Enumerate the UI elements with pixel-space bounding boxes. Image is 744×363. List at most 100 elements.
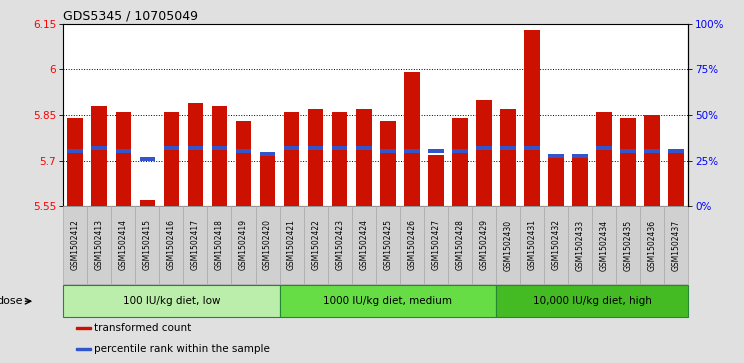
Text: GSM1502425: GSM1502425	[383, 220, 392, 270]
Bar	[572, 155, 588, 206]
Text: 10,000 IU/kg diet, high: 10,000 IU/kg diet, high	[533, 296, 652, 306]
Bar	[283, 146, 299, 150]
Bar	[640, 206, 664, 284]
Text: GSM1502437: GSM1502437	[672, 219, 681, 270]
Bar	[63, 206, 87, 284]
Bar	[63, 285, 280, 317]
Bar	[212, 106, 228, 206]
Bar	[525, 146, 540, 150]
Bar	[428, 150, 443, 153]
Text: GSM1502429: GSM1502429	[479, 220, 488, 270]
Bar	[404, 72, 420, 206]
Bar	[92, 106, 107, 206]
Bar	[596, 146, 612, 150]
Bar	[664, 206, 688, 284]
Text: GSM1502433: GSM1502433	[576, 219, 585, 270]
Bar	[308, 109, 324, 206]
Bar	[548, 154, 564, 158]
Bar	[236, 121, 251, 206]
Bar	[500, 109, 516, 206]
Text: GSM1502414: GSM1502414	[119, 220, 128, 270]
Bar	[380, 121, 396, 206]
Bar	[544, 206, 568, 284]
Bar	[376, 206, 400, 284]
Bar	[448, 206, 472, 284]
Text: GSM1502430: GSM1502430	[504, 219, 513, 270]
Bar	[400, 206, 424, 284]
Bar	[140, 157, 155, 161]
Bar	[283, 112, 299, 206]
Text: GSM1502416: GSM1502416	[167, 220, 176, 270]
Text: GSM1502424: GSM1502424	[359, 220, 368, 270]
Bar	[280, 285, 496, 317]
Bar	[135, 206, 159, 284]
Bar	[115, 112, 131, 206]
Bar	[668, 151, 684, 206]
Text: GSM1502413: GSM1502413	[94, 220, 104, 270]
Bar	[548, 155, 564, 206]
Text: GSM1502420: GSM1502420	[263, 220, 272, 270]
Bar	[572, 154, 588, 158]
Bar	[92, 146, 107, 150]
Text: GSM1502436: GSM1502436	[647, 219, 657, 270]
Text: GSM1502427: GSM1502427	[432, 220, 440, 270]
Text: GSM1502419: GSM1502419	[239, 220, 248, 270]
Text: GSM1502435: GSM1502435	[623, 219, 632, 270]
Bar	[164, 146, 179, 150]
Text: GSM1502432: GSM1502432	[551, 220, 560, 270]
Bar	[476, 100, 492, 206]
Bar	[212, 146, 228, 150]
Bar	[308, 146, 324, 150]
Bar	[327, 206, 352, 284]
Bar	[496, 285, 688, 317]
Bar	[76, 326, 91, 329]
Text: GSM1502422: GSM1502422	[311, 220, 320, 270]
Bar	[525, 30, 540, 206]
Text: GDS5345 / 10705049: GDS5345 / 10705049	[63, 9, 198, 23]
Bar	[236, 150, 251, 153]
Text: GSM1502417: GSM1502417	[191, 220, 200, 270]
Bar	[255, 206, 280, 284]
Text: dose: dose	[0, 296, 22, 306]
Bar	[596, 112, 612, 206]
Bar	[304, 206, 327, 284]
Bar	[115, 150, 131, 153]
Bar	[140, 200, 155, 206]
Bar	[332, 112, 347, 206]
Bar	[424, 206, 448, 284]
Bar	[668, 150, 684, 153]
Bar	[187, 146, 203, 150]
Bar	[496, 206, 520, 284]
Text: transformed count: transformed count	[94, 323, 192, 333]
Bar	[280, 206, 304, 284]
Text: GSM1502412: GSM1502412	[71, 220, 80, 270]
Text: GSM1502431: GSM1502431	[527, 220, 536, 270]
Bar	[164, 112, 179, 206]
Bar	[76, 348, 91, 350]
Bar	[260, 152, 275, 156]
Text: GSM1502434: GSM1502434	[600, 219, 609, 270]
Bar	[184, 206, 208, 284]
Bar	[352, 206, 376, 284]
Text: 1000 IU/kg diet, medium: 1000 IU/kg diet, medium	[323, 296, 452, 306]
Bar	[332, 146, 347, 150]
Text: GSM1502428: GSM1502428	[455, 220, 464, 270]
Bar	[452, 118, 468, 206]
Bar	[616, 206, 640, 284]
Text: percentile rank within the sample: percentile rank within the sample	[94, 344, 270, 354]
Bar	[644, 115, 660, 206]
Text: 100 IU/kg diet, low: 100 IU/kg diet, low	[123, 296, 220, 306]
Bar	[452, 150, 468, 153]
Bar	[159, 206, 184, 284]
Bar	[112, 206, 135, 284]
Text: GSM1502415: GSM1502415	[143, 220, 152, 270]
Bar	[520, 206, 544, 284]
Bar	[87, 206, 112, 284]
Text: GSM1502423: GSM1502423	[335, 220, 344, 270]
Bar	[428, 155, 443, 206]
Bar	[568, 206, 592, 284]
Bar	[380, 150, 396, 153]
Bar	[187, 103, 203, 206]
Bar	[260, 155, 275, 206]
Text: GSM1502421: GSM1502421	[287, 220, 296, 270]
